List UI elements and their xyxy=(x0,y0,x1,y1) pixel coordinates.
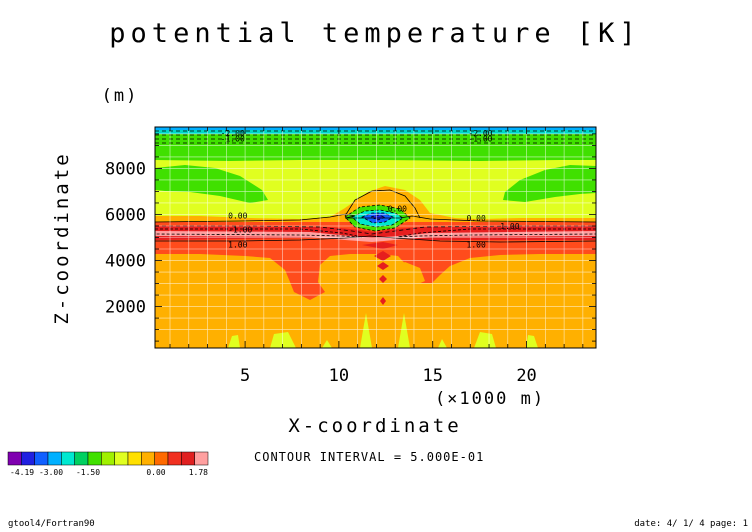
contour-label: -1.00 xyxy=(228,225,252,234)
footer-right: date: 4/ 1/ 4 page: 1 xyxy=(634,519,748,529)
contour-dashed-jet-1 xyxy=(344,204,411,232)
contour-interval-text: CONTOUR INTERVAL = 5.000E-01 xyxy=(254,450,484,464)
green-band xyxy=(155,134,596,158)
bottom-spike-3 xyxy=(322,340,332,348)
colorbar-swatch xyxy=(21,451,35,466)
bottom-spike-1 xyxy=(228,335,240,348)
y-tick-label: 2000 xyxy=(105,298,146,318)
colorbar-swatch xyxy=(101,451,115,466)
grid xyxy=(155,127,596,348)
colorbar-swatch xyxy=(74,451,89,466)
bottom-spike-2 xyxy=(270,332,296,348)
contour-dashed-wedge-left xyxy=(155,228,363,238)
top-cyan-strip xyxy=(155,130,596,134)
contour-label: 0.00 xyxy=(467,214,486,223)
x-tick-label: 10 xyxy=(329,366,349,386)
colorbar-label: -3.00 xyxy=(39,468,63,477)
contour-label: 1.00 xyxy=(467,240,486,249)
center-red-lens-3 xyxy=(377,262,389,270)
bottom-spike-5 xyxy=(398,313,410,348)
colorbar-label: 0.00 xyxy=(146,468,165,477)
colorbar-swatch xyxy=(154,451,169,466)
footer-left: gtool4/Fortran90 xyxy=(8,519,95,529)
pink-layer xyxy=(155,231,596,242)
contour-dashed-jet-3 xyxy=(361,212,394,224)
top-blue-strip xyxy=(155,127,596,130)
x-tick-label: 20 xyxy=(516,366,536,386)
green-wave xyxy=(155,158,596,161)
colorbar-swatch xyxy=(167,451,182,466)
colorbar-label: 1.78 xyxy=(189,468,208,477)
contour-label: -2.00 xyxy=(468,129,492,138)
colorbar-swatch xyxy=(114,451,129,466)
x-tick-label: 15 xyxy=(422,366,442,386)
colorbar-swatch xyxy=(181,451,195,466)
contour-label: -2.00 xyxy=(221,129,245,138)
y-axis-label: Z-coordinate xyxy=(51,151,73,324)
center-red-lens-2 xyxy=(374,251,391,261)
bottom-spike-4 xyxy=(360,313,372,348)
center-red-lens-5 xyxy=(380,297,386,305)
x-axis: 5 10 15 20 xyxy=(169,127,584,386)
colorbar-label: -1.50 xyxy=(76,468,100,477)
chart-title: potential temperature [K] xyxy=(109,18,640,49)
center-red-lens-1 xyxy=(362,242,398,249)
colorbar-swatch xyxy=(47,451,62,466)
contour-label: 1.00 xyxy=(500,222,519,231)
contour-label: 0.00 xyxy=(228,212,247,221)
x-axis-label: X-coordinate xyxy=(288,415,461,437)
x-tick-label: 5 xyxy=(240,366,250,386)
contour-label: 1.00 xyxy=(228,240,247,249)
contour-solid-lower xyxy=(155,235,596,243)
y-axis: 2000 4000 6000 8000 xyxy=(105,133,596,342)
contour-label: 0.00 xyxy=(388,205,407,214)
colorbar-swatch xyxy=(194,451,209,466)
center-red-lens-4 xyxy=(379,275,387,283)
y-tick-label: 8000 xyxy=(105,159,146,179)
contour-solid-zero xyxy=(155,213,596,223)
contour-lines xyxy=(155,130,596,243)
colorbar-swatch xyxy=(61,451,75,466)
bottom-spike-8 xyxy=(526,335,538,348)
colorbar-swatch xyxy=(87,451,102,466)
y-tick-label: 6000 xyxy=(105,205,146,225)
colorbar-swatch xyxy=(7,451,22,466)
y-tick-label: 4000 xyxy=(105,252,146,272)
colorbar-swatch xyxy=(141,451,155,466)
x-unit-label: (×1000 m) xyxy=(435,389,545,409)
contour-cap xyxy=(344,189,421,219)
colorbar: -4.19 -3.00 -1.50 0.00 1.78 xyxy=(7,451,209,477)
y-unit-label: (m) xyxy=(102,86,139,106)
contour-label: -1.00 xyxy=(468,135,492,144)
contour-label: -1.00 xyxy=(221,135,245,144)
contour-dashed-mid xyxy=(155,225,596,235)
green-patch-right xyxy=(503,165,596,202)
yellow-band xyxy=(155,150,596,219)
bottom-spike-7 xyxy=(474,332,496,348)
bottom-spike-6 xyxy=(438,339,447,348)
colorbar-swatch xyxy=(127,451,142,466)
green-patch-left xyxy=(155,165,268,203)
colorbar-label: -4.19 xyxy=(10,468,34,477)
colorbar-swatch xyxy=(34,451,49,466)
contour-labels: -2.00-1.00-2.00-1.000.00-1.001.000.000.0… xyxy=(221,129,520,250)
